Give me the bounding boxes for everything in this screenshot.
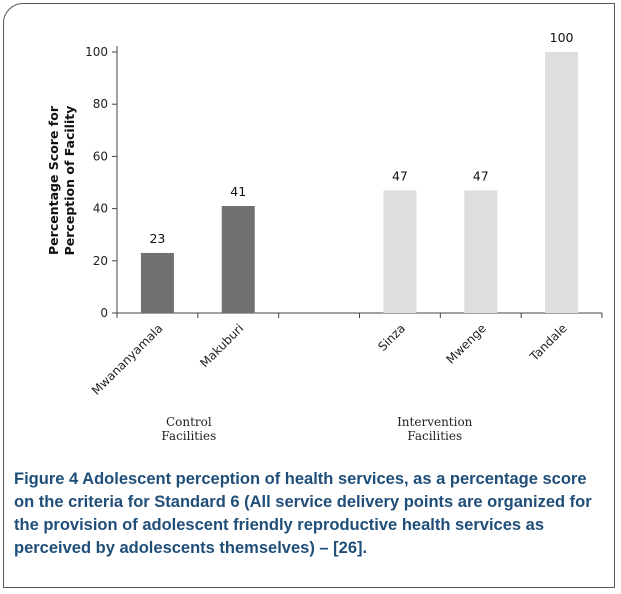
- y-axis-title-text: Percentage Score forPerception of Facili…: [46, 105, 77, 255]
- y-tick-label: 80: [93, 97, 108, 111]
- bar-tandale: [545, 52, 579, 313]
- y-axis: 0 20 40 60 80 100: [85, 45, 118, 320]
- bars: [140, 52, 579, 313]
- bar-sinza: [383, 190, 417, 313]
- bar-mwananyamala: [140, 252, 174, 313]
- y-axis-title: Percentage Score forPerception of Facili…: [46, 105, 77, 255]
- figure-frame: [3, 3, 615, 588]
- figure-caption: Figure 4 Adolescent perception of health…: [14, 468, 604, 560]
- bar-chart: Percentage Score forPerception of Facili…: [46, 30, 603, 443]
- x-tick-label: Mwenge: [444, 321, 489, 366]
- data-label: 47: [473, 168, 489, 183]
- group-label-line: Intervention: [397, 415, 473, 429]
- x-tick-label: Mwananyamala: [89, 321, 166, 398]
- x-tick-label: Makuburi: [197, 321, 246, 370]
- data-label: 47: [392, 168, 408, 183]
- bar-mwenge: [464, 190, 498, 313]
- x-axis: [116, 312, 603, 318]
- x-tick-label: Tandale: [527, 321, 570, 364]
- data-label: 100: [550, 30, 574, 45]
- x-tick-labels: Mwananyamala Makuburi Sinza Mwenge Tandale: [89, 321, 570, 398]
- y-axis-title-line: Perception of Facility: [62, 106, 77, 256]
- x-tick-label: Sinza: [375, 321, 408, 354]
- y-tick-label: 40: [93, 202, 108, 216]
- bar-makuburi: [221, 205, 255, 313]
- caption-text: Adolescent perception of health services…: [14, 470, 592, 557]
- y-tick-label: 20: [93, 254, 108, 268]
- y-tick-label: 0: [100, 306, 108, 320]
- y-axis-title-line: Percentage Score for: [46, 105, 61, 255]
- group-label-line: Facilities: [407, 429, 462, 443]
- data-label: 23: [149, 231, 165, 246]
- data-labels: 23 41 47 47 100: [149, 30, 573, 246]
- group-label-line: Facilities: [161, 429, 216, 443]
- data-label: 41: [230, 184, 246, 199]
- y-tick-label: 100: [85, 45, 108, 59]
- caption-lead: Figure 4: [14, 470, 79, 488]
- group-label-line: Control: [166, 415, 212, 429]
- y-tick-label: 60: [93, 149, 108, 163]
